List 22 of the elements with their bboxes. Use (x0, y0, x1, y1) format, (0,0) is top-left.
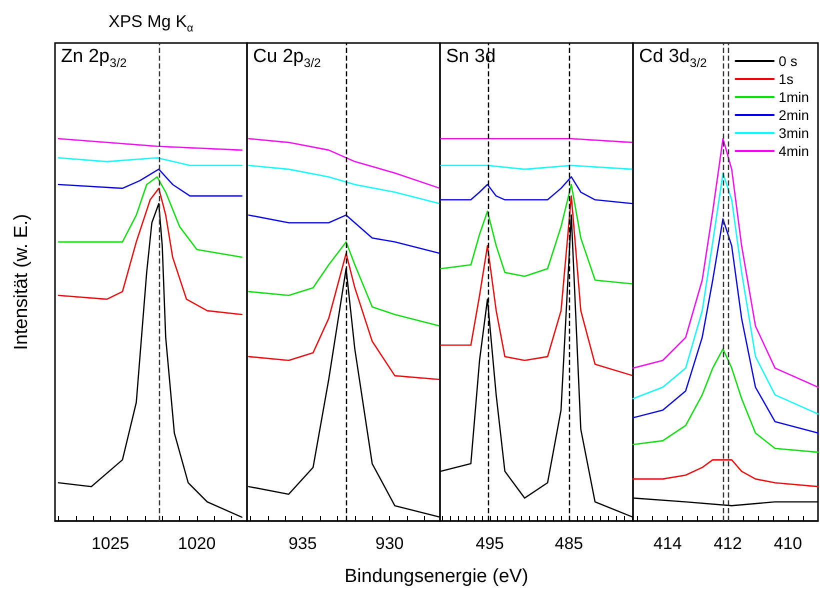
legend-label: 2min (778, 107, 810, 123)
legend-label: 1min (778, 89, 810, 105)
chart-subtitle: Cu 2p$_{3/2}$ (253, 46, 321, 70)
x-tick-label: 1025 (91, 534, 130, 553)
x-tick-label: 412 (714, 534, 742, 553)
x-tick-label: 930 (375, 534, 404, 553)
x-tick-label: 414 (653, 534, 682, 553)
x-tick-label: 485 (554, 534, 584, 553)
chart-subtitle: Cd 3d$_{3/2}$ (639, 46, 707, 70)
legend-label: 0 s (778, 53, 798, 69)
chart-subtitle: Zn 2p$_{3/2}$ (61, 46, 127, 70)
y-axis-title: Intensität (w. E.) (11, 214, 34, 350)
chart-title: XPS Mg K$_{α}$ (108, 12, 194, 34)
x-tick-label: 410 (774, 534, 802, 553)
chart-subtitle: Sn 3d (446, 46, 496, 68)
legend-label: 4min (778, 143, 810, 159)
legend-label: 1s (778, 71, 794, 87)
x-tick-label: 1020 (178, 534, 216, 553)
x-tick-label: 935 (288, 534, 317, 553)
x-tick-label: 495 (476, 534, 504, 553)
legend-label: 3min (778, 125, 810, 141)
x-axis-title: Bindungsenergie (eV) (344, 566, 528, 588)
